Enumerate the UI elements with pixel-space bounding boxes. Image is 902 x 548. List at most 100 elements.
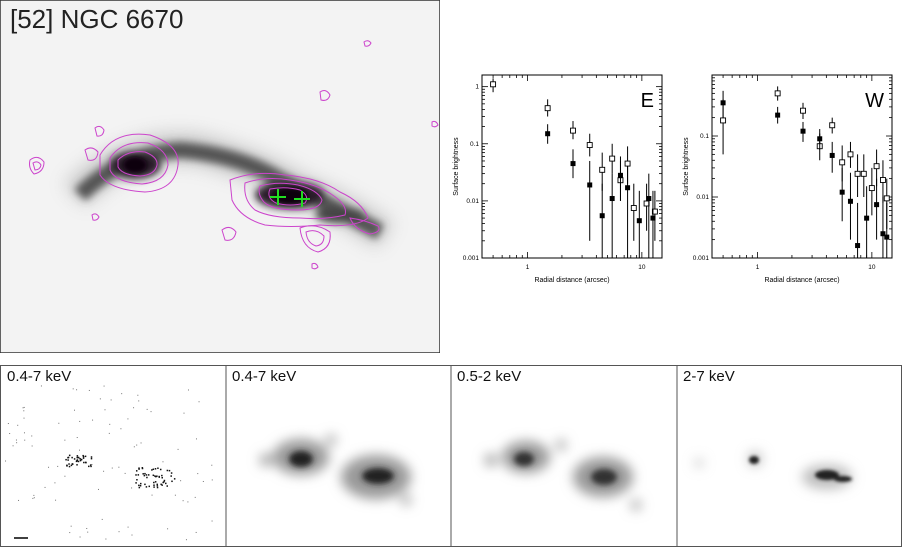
photon-event bbox=[151, 494, 153, 496]
data-point-filled bbox=[650, 215, 656, 221]
photon-event bbox=[153, 481, 155, 484]
photon-event bbox=[166, 485, 168, 487]
x-tick-label: 10 bbox=[638, 264, 646, 271]
photon-event bbox=[154, 481, 157, 483]
data-point-filled bbox=[864, 215, 870, 221]
photon-event bbox=[145, 486, 148, 488]
nucleus-markers bbox=[270, 189, 310, 207]
y-tick-label: 0.01 bbox=[696, 194, 709, 201]
photon-event bbox=[185, 539, 187, 541]
photon-event bbox=[88, 465, 90, 468]
photon-event bbox=[173, 478, 176, 480]
photon-event bbox=[148, 485, 151, 488]
photon-event bbox=[40, 385, 42, 387]
photon-event bbox=[67, 459, 69, 461]
panel-label: W bbox=[865, 90, 884, 112]
photon-event bbox=[144, 472, 146, 475]
band-images bbox=[5, 365, 852, 547]
photon-event bbox=[55, 499, 57, 501]
photon-event bbox=[90, 465, 92, 468]
image-title: [52] NGC 6670 bbox=[10, 4, 184, 34]
photon-event bbox=[137, 394, 139, 396]
y-tick-label: 0.001 bbox=[693, 255, 710, 262]
photon-event bbox=[15, 439, 17, 441]
photon-event bbox=[133, 407, 135, 409]
photon-event bbox=[82, 457, 85, 459]
band-label: 2-7 keV bbox=[683, 368, 735, 385]
photon-event bbox=[118, 531, 120, 533]
band-panel-full bbox=[260, 435, 411, 505]
photon-event bbox=[32, 497, 34, 499]
y-tick-label: 0.001 bbox=[463, 255, 480, 262]
data-point-open bbox=[883, 195, 890, 202]
photon-event bbox=[64, 439, 66, 441]
photon-event bbox=[97, 488, 99, 490]
photon-event bbox=[141, 467, 144, 469]
band-panel-hard bbox=[695, 452, 852, 489]
photon-event bbox=[54, 482, 56, 484]
photon-event bbox=[90, 457, 93, 460]
photon-event bbox=[68, 463, 70, 465]
data-point-filled bbox=[884, 234, 890, 240]
photon-event bbox=[44, 486, 46, 488]
photon-event bbox=[84, 461, 87, 464]
photon-event bbox=[136, 479, 138, 481]
photon-event bbox=[77, 456, 80, 459]
photon-event bbox=[89, 464, 92, 466]
photon-event bbox=[157, 467, 159, 469]
photon-event bbox=[76, 389, 78, 391]
photon-event bbox=[17, 424, 19, 426]
plot-frame bbox=[711, 74, 893, 259]
photon-event bbox=[165, 482, 167, 485]
photon-event bbox=[78, 449, 80, 451]
photon-event bbox=[82, 455, 85, 458]
data-point-open bbox=[586, 142, 593, 148]
plot-frame bbox=[481, 74, 663, 259]
photon-event bbox=[69, 532, 71, 534]
photon-event bbox=[182, 500, 184, 502]
photon-event bbox=[137, 474, 140, 476]
photon-event bbox=[211, 479, 213, 481]
photon-event bbox=[57, 465, 59, 467]
x-axis-label: Radial distance (arcsec) bbox=[534, 277, 609, 284]
photon-event bbox=[135, 474, 137, 476]
photon-event bbox=[146, 408, 148, 410]
photon-event bbox=[23, 406, 25, 408]
photon-event bbox=[9, 433, 11, 435]
data-point-open bbox=[599, 166, 606, 173]
y-tick-label: 0.1 bbox=[700, 133, 709, 140]
data-point-filled bbox=[800, 128, 806, 134]
data-point-open bbox=[720, 117, 727, 124]
photon-event bbox=[70, 464, 73, 467]
photon-event bbox=[145, 474, 148, 476]
photon-event bbox=[7, 423, 9, 425]
photon-event bbox=[66, 465, 68, 467]
photon-event bbox=[131, 487, 133, 489]
y-tick-label: 0.01 bbox=[466, 198, 479, 205]
photon-event bbox=[171, 480, 173, 483]
y-tick-label: 0.1 bbox=[470, 141, 479, 148]
photon-event bbox=[144, 483, 146, 486]
x-tick-label: 10 bbox=[868, 264, 876, 271]
photon-event bbox=[23, 432, 25, 434]
photon-event bbox=[195, 531, 197, 533]
data-point-open bbox=[774, 90, 781, 97]
photon-event bbox=[79, 420, 81, 422]
photon-event bbox=[156, 485, 159, 487]
photon-event bbox=[18, 499, 20, 501]
photon-event bbox=[82, 454, 84, 457]
photon-event bbox=[162, 461, 164, 463]
photon-event bbox=[163, 479, 166, 482]
photon-event bbox=[73, 458, 76, 460]
photon-event bbox=[110, 399, 112, 401]
photon-event bbox=[161, 484, 163, 486]
data-point-filled bbox=[847, 198, 853, 204]
photon-event bbox=[180, 480, 182, 482]
photon-event bbox=[73, 409, 75, 411]
photon-event bbox=[76, 455, 79, 457]
data-point-filled bbox=[855, 243, 861, 249]
photon-event bbox=[131, 534, 133, 536]
photon-event bbox=[105, 538, 107, 540]
photon-event bbox=[84, 455, 87, 458]
energy-band-strip: 0.4-7 keV 0.4-7 keV 0.5-2 keV 2-7 keV bbox=[0, 365, 902, 547]
